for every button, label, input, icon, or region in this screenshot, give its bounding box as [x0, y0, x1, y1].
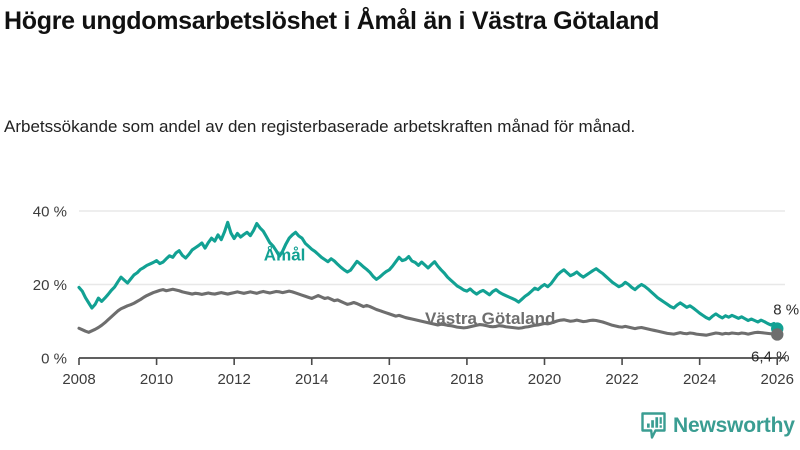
- chart-subtitle: Arbetssökande som andel av den registerb…: [4, 117, 636, 136]
- endpoint-label-vastra-gotaland: 6,4 %: [751, 348, 789, 365]
- chart-plot-area: 0 % 20 % 40 % 2008 2010 2012 2014 2016 2018 2020…: [0, 190, 800, 390]
- newsworthy-logo[interactable]: Newsworthy: [641, 412, 795, 439]
- x-axis-tick-label: 2012: [217, 371, 250, 388]
- x-axis-tick-label: 2018: [450, 371, 483, 388]
- y-axis-tick-label: 40 %: [33, 204, 67, 221]
- gridlines: [79, 210, 785, 286]
- series-line-åmål: [77, 220, 779, 331]
- x-axis-tick-label: 2024: [683, 371, 716, 388]
- x-axis-tick-label: 2022: [605, 371, 638, 388]
- data-series: [77, 220, 779, 337]
- series-label-västra-götaland: Västra Götaland: [425, 309, 555, 328]
- series-inline-labels: Åmål Västra Götaland: [264, 246, 556, 329]
- y-axis-tick-label: 20 %: [33, 277, 67, 294]
- x-axis-tick-label: 2020: [528, 371, 561, 388]
- bar-chart-speech-bubble-icon: [641, 412, 666, 439]
- y-axis-tick-labels: 0 % 20 % 40 %: [33, 204, 67, 368]
- endpoint-label-amal: 8 %: [773, 302, 799, 319]
- series-label-åmål: Åmål: [264, 246, 306, 265]
- logo-wordmark: Newsworthy: [673, 413, 795, 437]
- x-axis-tick-label: 2026: [761, 371, 794, 388]
- series-line-västra-götaland: [77, 287, 779, 337]
- x-axis-tick-label: 2010: [140, 371, 173, 388]
- x-axis-tick-label: 2008: [62, 371, 95, 388]
- series-endpoints: 8 % 6,4 %: [751, 302, 799, 366]
- endpoint-dot-västra-götaland: [771, 328, 784, 341]
- line-chart-svg: 0 % 20 % 40 % 2008 2010 2012 2014 2016 2018 2020…: [33, 204, 799, 389]
- x-axis-tick-label: 2014: [295, 371, 328, 388]
- y-axis-tick-label: 0 %: [41, 351, 67, 368]
- x-axis-tick-label: 2016: [373, 371, 406, 388]
- page-title: Högre ungdomsarbetslöshet i Åmål än i Vä…: [4, 7, 660, 35]
- x-axis: 2008 2010 2012 2014 2016 2018 2020 2022 2024 2026: [62, 357, 794, 388]
